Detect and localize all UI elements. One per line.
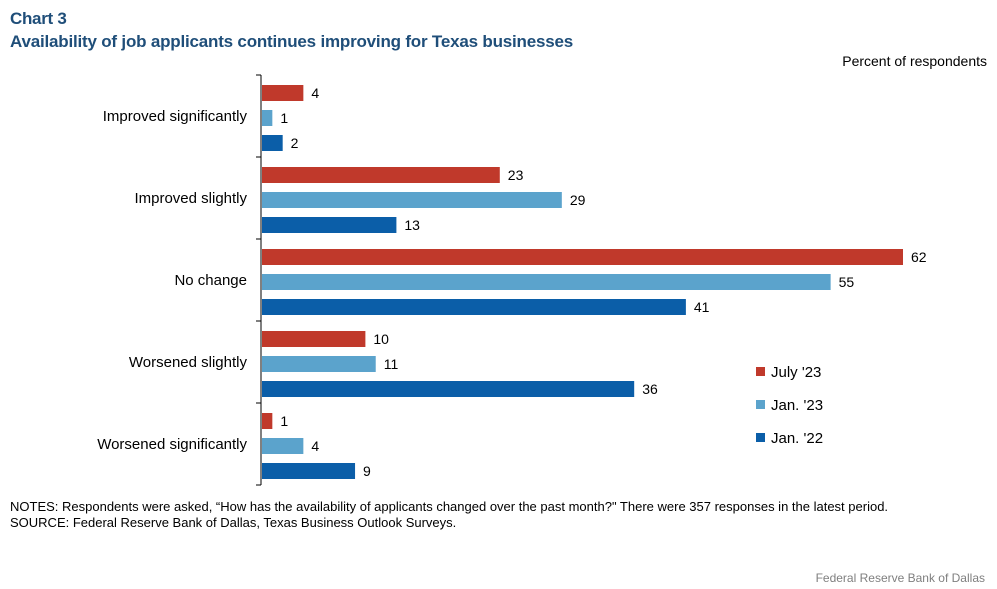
chart-title: Availability of job applicants continues…: [10, 32, 573, 51]
category-label: Worsened slightly: [129, 354, 248, 371]
legend-swatch: [756, 400, 765, 409]
legend-swatch: [756, 367, 765, 376]
category-label: Improved significantly: [103, 108, 248, 125]
bar: [262, 413, 273, 429]
category-label: Worsened significantly: [97, 436, 247, 453]
category-label: No change: [174, 272, 247, 289]
bar: [262, 299, 686, 315]
footnotes: NOTES: Respondents were asked, “How has …: [10, 499, 980, 531]
bar: [262, 249, 903, 265]
bar: [262, 167, 500, 183]
legend-label: Jan. '23: [771, 397, 823, 414]
chart-number: Chart 3: [10, 9, 67, 28]
data-label: 62: [911, 249, 927, 265]
unit-label: Percent of respondents: [842, 53, 987, 69]
legend-label: July '23: [771, 364, 821, 381]
bar: [262, 110, 273, 126]
bar: [262, 135, 283, 151]
bar: [262, 438, 304, 454]
data-label: 23: [508, 167, 524, 183]
source-text: SOURCE: Federal Reserve Bank of Dallas, …: [10, 515, 457, 530]
data-label: 4: [311, 438, 319, 454]
data-label: 10: [373, 331, 389, 347]
bar: [262, 85, 304, 101]
bar: [262, 356, 376, 372]
bar: [262, 463, 356, 479]
data-label: 36: [642, 381, 658, 397]
data-label: 4: [311, 85, 319, 101]
data-label: 41: [694, 299, 710, 315]
data-label: 29: [570, 192, 586, 208]
credit-text: Federal Reserve Bank of Dallas: [815, 571, 985, 585]
legend-swatch: [756, 433, 765, 442]
data-label: 13: [404, 217, 420, 233]
data-label: 1: [280, 110, 288, 126]
legend-label: Jan. '22: [771, 430, 823, 447]
notes-text: NOTES: Respondents were asked, “How has …: [10, 499, 889, 514]
bar: [262, 381, 635, 397]
data-label: 11: [384, 356, 399, 372]
category-label: Improved slightly: [134, 190, 247, 207]
data-label: 2: [291, 135, 299, 151]
data-label: 1: [280, 413, 288, 429]
bar: [262, 274, 831, 290]
bar: [262, 331, 366, 347]
data-label: 9: [363, 463, 371, 479]
data-label: 55: [839, 274, 855, 290]
bar: [262, 192, 562, 208]
bar: [262, 217, 397, 233]
